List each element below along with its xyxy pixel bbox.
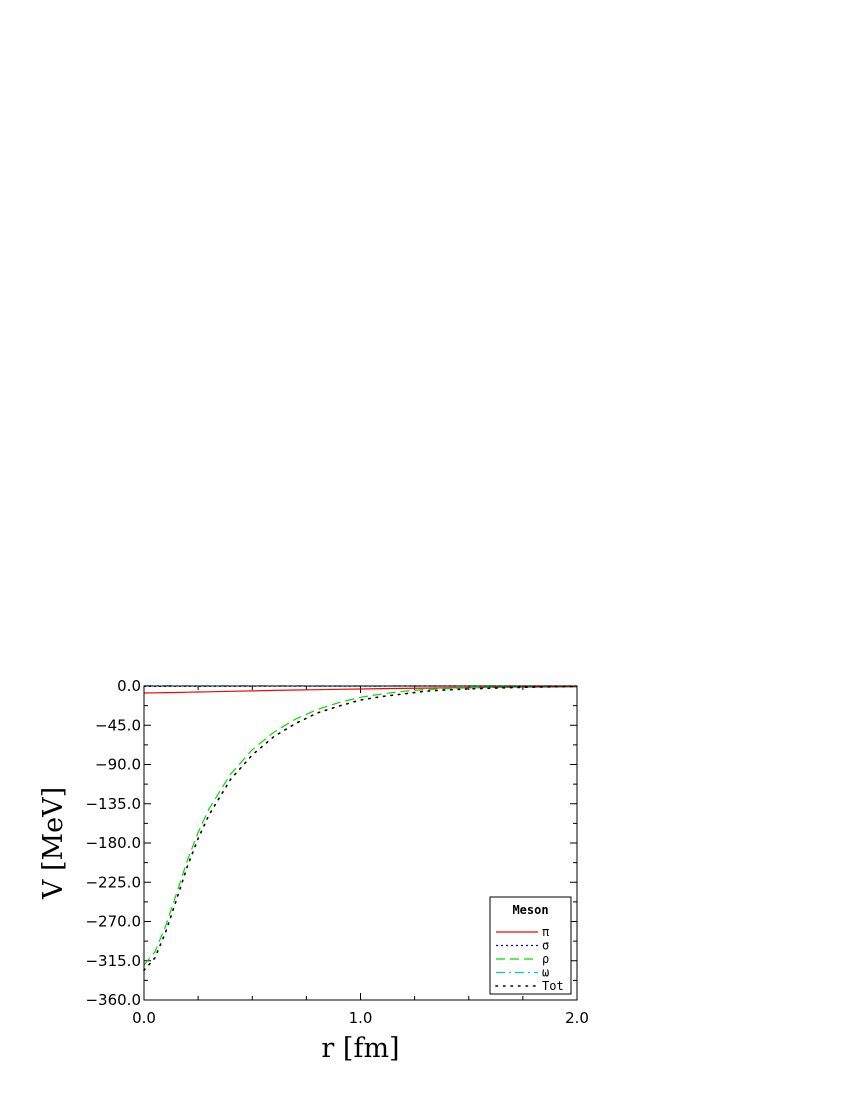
y-tick-label: −180.0 (85, 834, 141, 852)
y-tick-label: −270.0 (85, 913, 141, 931)
y-tick-label: −315.0 (85, 952, 141, 970)
series-line (143, 686, 578, 694)
plot-frame (143, 685, 578, 1001)
y-tick-label: 0.0 (117, 677, 141, 695)
legend-label: π (542, 925, 549, 939)
y-tick-label: −135.0 (85, 795, 141, 813)
x-axis-title: r [fm] (321, 1033, 399, 1064)
y-ticks: 0.0 −45.0 −90.0 −135.0 −180.0 −225.0 −270.0 −31… (85, 677, 577, 1009)
x-tick-label: 2.0 (565, 1009, 589, 1027)
legend-label: σ (542, 939, 549, 953)
legend-label: Tot (542, 979, 564, 993)
legend-label: ρ (542, 952, 549, 966)
y-tick-label: −225.0 (85, 873, 141, 891)
legend-box (489, 896, 572, 995)
x-tick-label: 0.0 (132, 1009, 156, 1027)
y-tick-label: −360.0 (85, 991, 141, 1009)
y-axis-title: V [MeV] (38, 787, 69, 900)
y-tick-label: −90.0 (95, 756, 141, 774)
y-tick-label: −45.0 (95, 716, 141, 734)
legend-title: Meson (512, 903, 548, 917)
x-tick-label: 1.0 (349, 1009, 373, 1027)
legend-label: ω (542, 966, 549, 980)
x-ticks: 0.0 1.0 2.0 (132, 686, 589, 1027)
